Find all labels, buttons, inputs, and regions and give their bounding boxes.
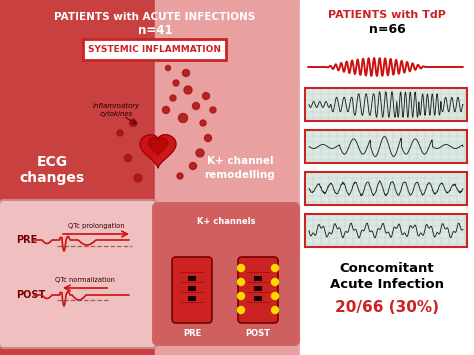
Circle shape	[134, 174, 142, 182]
Text: PRE: PRE	[183, 328, 201, 338]
Bar	[305, 88, 467, 121]
Circle shape	[272, 293, 279, 300]
FancyBboxPatch shape	[172, 257, 212, 323]
Circle shape	[237, 264, 245, 272]
Bar	[305, 172, 467, 205]
Circle shape	[196, 149, 204, 157]
Text: SYSTEMIC INFLAMMATION: SYSTEMIC INFLAMMATION	[89, 44, 221, 54]
Circle shape	[272, 306, 279, 313]
Text: POST: POST	[16, 290, 45, 300]
Circle shape	[200, 120, 206, 126]
Circle shape	[272, 279, 279, 285]
Text: POST: POST	[246, 328, 271, 338]
Circle shape	[237, 306, 245, 313]
Text: n=66: n=66	[369, 23, 405, 36]
Circle shape	[163, 106, 170, 114]
Circle shape	[179, 114, 188, 122]
Polygon shape	[148, 138, 168, 156]
Text: PATIENTS with ACUTE INFECTIONS: PATIENTS with ACUTE INFECTIONS	[55, 12, 255, 22]
Bar	[300, 0, 474, 355]
Circle shape	[190, 163, 197, 169]
Text: n=41: n=41	[137, 24, 173, 37]
Circle shape	[192, 103, 200, 109]
Circle shape	[170, 95, 176, 101]
Text: QTc normalization: QTc normalization	[55, 277, 115, 283]
Polygon shape	[140, 135, 176, 168]
Text: PRE: PRE	[16, 235, 37, 245]
Circle shape	[237, 279, 245, 285]
Bar	[254, 296, 262, 301]
FancyBboxPatch shape	[83, 38, 227, 60]
Bar	[155, 0, 300, 355]
Circle shape	[202, 93, 210, 99]
Text: K+ channel
remodelling: K+ channel remodelling	[205, 157, 275, 180]
Circle shape	[177, 173, 183, 179]
Bar	[188, 286, 196, 291]
Bar	[305, 214, 467, 247]
Text: inflammatory
cytokines: inflammatory cytokines	[92, 103, 140, 117]
Circle shape	[117, 130, 123, 136]
Bar	[188, 296, 196, 301]
Circle shape	[129, 120, 137, 126]
Bar	[188, 276, 196, 281]
Circle shape	[177, 55, 182, 60]
Circle shape	[125, 154, 131, 162]
Text: K+ channels: K+ channels	[197, 218, 255, 226]
FancyBboxPatch shape	[238, 257, 278, 323]
Text: QTc prolongation: QTc prolongation	[68, 223, 124, 229]
Circle shape	[272, 264, 279, 272]
Circle shape	[210, 107, 216, 113]
Circle shape	[182, 70, 190, 76]
Circle shape	[165, 66, 171, 71]
Text: 20/66 (30%): 20/66 (30%)	[335, 300, 439, 315]
Circle shape	[204, 135, 211, 142]
Text: Concomitant: Concomitant	[340, 262, 434, 275]
FancyBboxPatch shape	[0, 200, 157, 348]
Text: Acute Infection: Acute Infection	[330, 278, 444, 291]
Circle shape	[173, 80, 179, 86]
Circle shape	[237, 293, 245, 300]
Text: PATIENTS with TdP: PATIENTS with TdP	[328, 10, 446, 20]
FancyBboxPatch shape	[153, 203, 299, 345]
Text: ECG
changes: ECG changes	[19, 155, 84, 185]
Bar	[0, 0, 155, 355]
Circle shape	[184, 86, 192, 94]
Bar	[254, 276, 262, 281]
Bar	[254, 286, 262, 291]
Bar	[305, 130, 467, 163]
